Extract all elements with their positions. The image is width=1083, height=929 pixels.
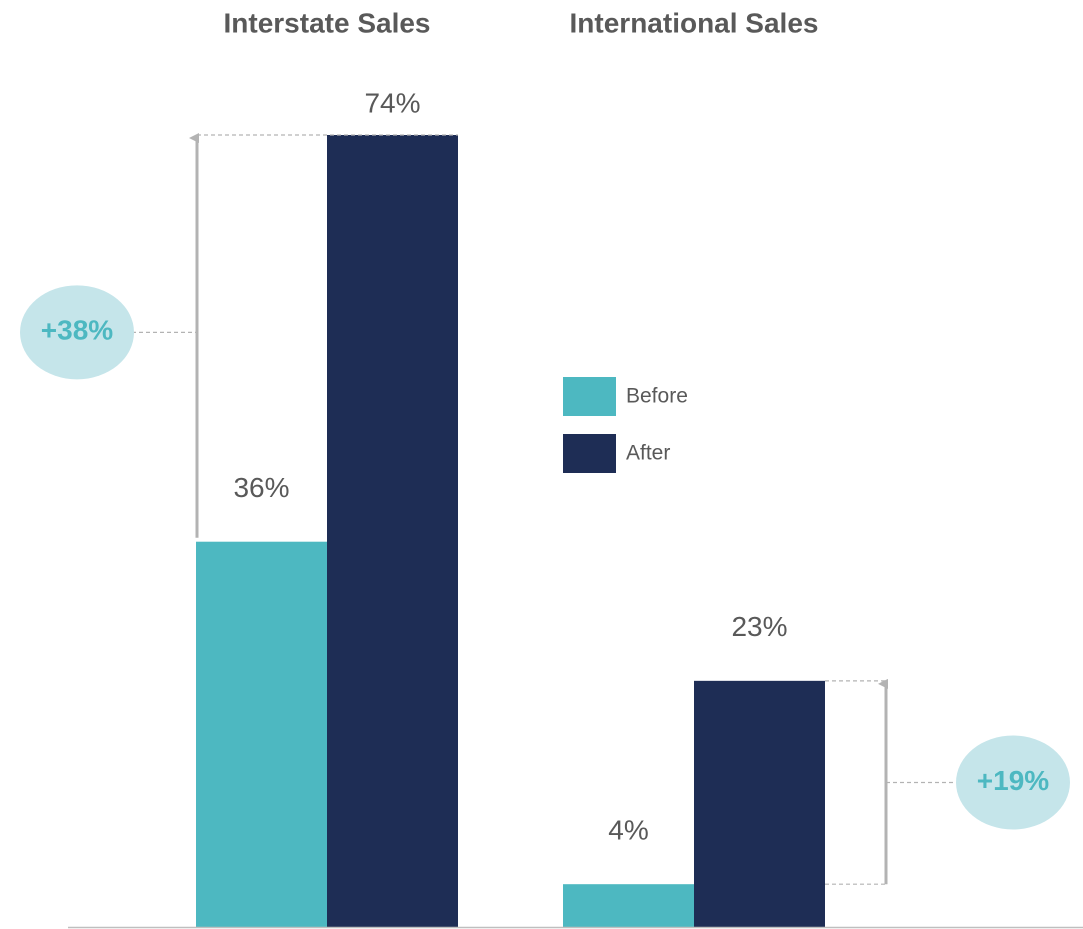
annotation-bubble: [20, 285, 134, 380]
annotation: +19%: [977, 765, 1049, 796]
category-label: International Sales: [570, 7, 819, 38]
bar: [694, 680, 825, 927]
category-label: Interstate Sales: [224, 7, 431, 38]
annotation: +38%: [41, 315, 113, 346]
value-label: 23%: [731, 611, 787, 642]
legend-swatch: [563, 434, 616, 473]
annotation-bubble: [956, 735, 1070, 830]
bar: [327, 135, 458, 927]
value-label: 4%: [608, 815, 648, 846]
legend-label: After: [626, 442, 670, 465]
bar: [563, 884, 694, 927]
legend-label: Before: [626, 385, 688, 408]
value-label: 36%: [233, 472, 289, 503]
value-label: 74%: [364, 87, 420, 118]
legend-swatch: [563, 377, 616, 416]
bar: [196, 541, 327, 927]
